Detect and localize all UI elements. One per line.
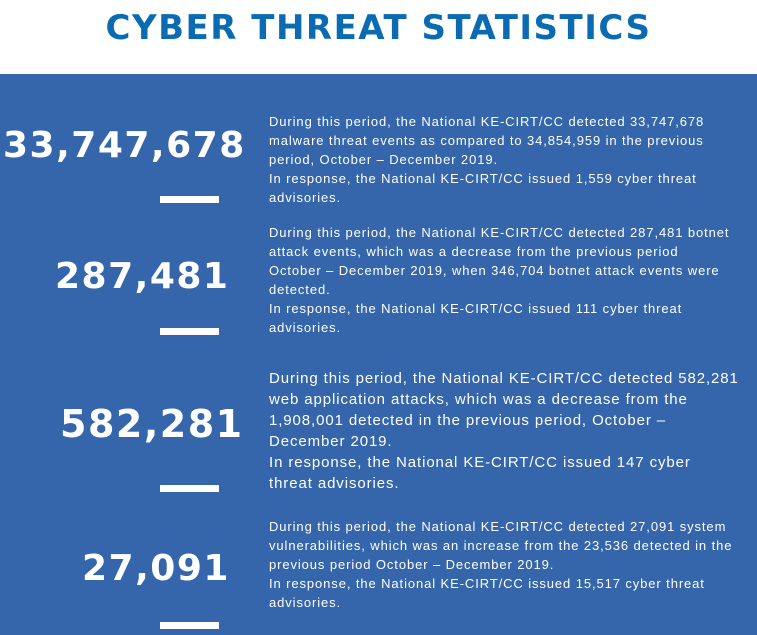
header: CYBER THREAT STATISTICS	[0, 0, 757, 74]
divider-dash	[160, 485, 219, 492]
statistics-panel	[0, 74, 757, 635]
divider-dash	[160, 622, 219, 629]
system-vulnerability-detection-text: During this period, the National KE-CIRT…	[269, 519, 733, 572]
web-application-advisory-text: In response, the National KE-CIRT/CC iss…	[269, 454, 691, 492]
botnet-description: During this period, the National KE-CIRT…	[269, 223, 734, 337]
divider-dash	[160, 196, 219, 203]
system-vulnerability-count: 27,091	[82, 548, 230, 589]
web-application-description: During this period, the National KE-CIRT…	[269, 368, 739, 494]
botnet-advisory-text: In response, the National KE-CIRT/CC iss…	[269, 301, 683, 335]
web-application-detection-text: During this period, the National KE-CIRT…	[269, 370, 739, 450]
malware-advisory-text: In response, the National KE-CIRT/CC iss…	[269, 171, 697, 205]
system-vulnerability-advisory-text: In response, the National KE-CIRT/CC iss…	[269, 576, 705, 610]
botnet-detection-text: During this period, the National KE-CIRT…	[269, 225, 730, 297]
system-vulnerability-description: During this period, the National KE-CIRT…	[269, 517, 734, 612]
web-application-attack-count: 582,281	[60, 402, 244, 446]
malware-threat-count: 33,747,678	[3, 125, 246, 166]
botnet-attack-count: 287,481	[55, 256, 230, 297]
divider-dash	[160, 328, 219, 335]
malware-description: During this period, the National KE-CIRT…	[269, 112, 734, 207]
page-title: CYBER THREAT STATISTICS	[105, 8, 652, 48]
malware-detection-text: During this period, the National KE-CIRT…	[269, 114, 705, 167]
